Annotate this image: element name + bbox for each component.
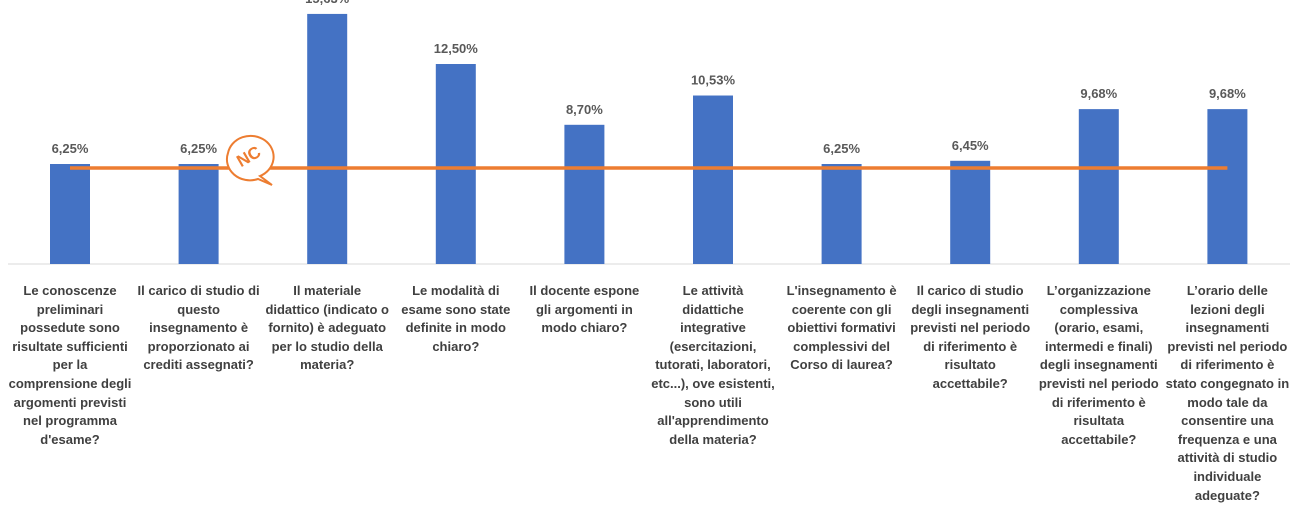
data-label: 6,25% [52,141,89,156]
category-label: Il docente espone gli argomenti in modo … [529,283,640,336]
data-label: 9,68% [1209,86,1246,101]
bar [50,164,90,264]
data-label: 12,50% [434,41,479,56]
bar [564,124,605,264]
category-label: L'insegnamento è coerente con gli obiett… [786,283,897,373]
category-label: L’orario delle lezioni degli insegnament… [1165,283,1290,503]
bar [821,164,862,264]
watermark-logo-icon: NC [225,134,275,186]
value-labels-group: 6,25% 6,25% 15,63% 12,50% 8,70% 10,53% 6,25% 6,… [52,0,1247,156]
category-label: Il materiale didattico (indicato o forni… [265,283,389,373]
category-label: Le attività didattiche integrative (eser… [651,283,775,447]
bar [307,13,348,265]
category-label: L’organizzazione complessiva (orario, es… [1038,283,1159,447]
category-label: Le conoscenze preliminari possedute sono… [8,283,132,447]
data-label: 9,68% [1080,86,1117,101]
bar [693,95,733,265]
bar [1078,109,1119,265]
bar [435,64,476,264]
data-label: 6,25% [180,141,217,156]
data-label: 6,25% [823,141,860,156]
bar [1207,109,1248,265]
category-label: Il carico di studio degli insegnamenti p… [910,283,1031,391]
data-label: 6,45% [952,138,989,153]
bar [950,160,991,264]
data-label: 8,70% [566,102,603,117]
bar [178,164,219,264]
bars-group [50,13,1248,265]
category-label: Le modalità di esame sono state definite… [401,283,511,354]
data-label: 10,53% [691,73,736,88]
data-label: 15,63% [305,0,350,6]
category-label: Il carico di studio di questo insegnamen… [137,283,260,373]
